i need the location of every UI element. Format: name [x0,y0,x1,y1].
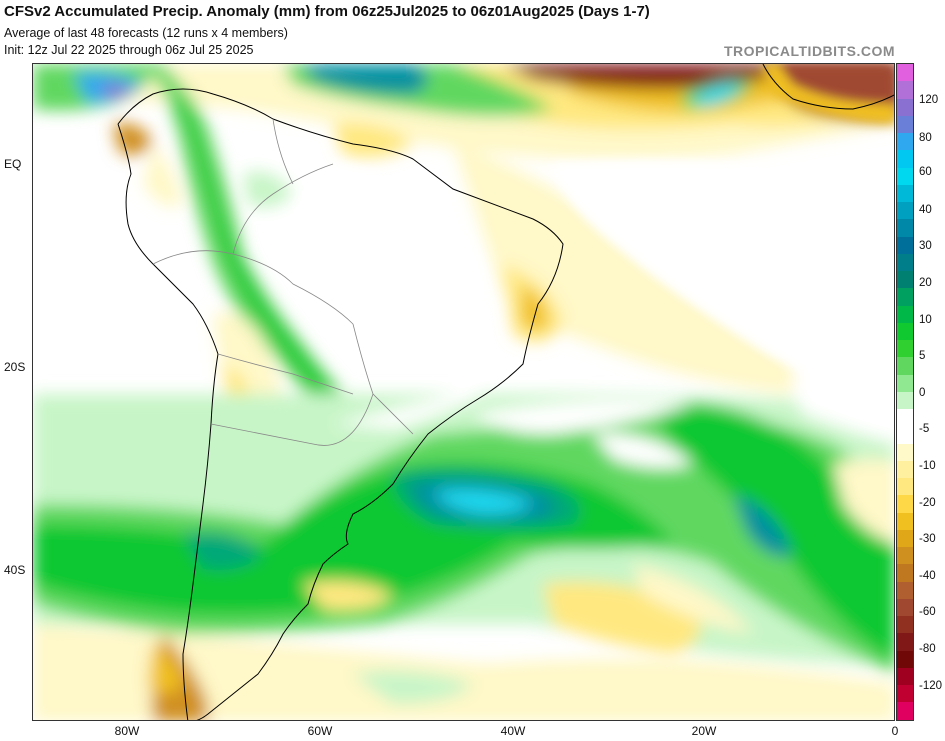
colorbar [896,63,914,721]
colorbar-swatch [897,564,913,582]
colorbar-label: -120 [919,680,943,692]
colorbar-swatch [897,64,913,82]
lon-label-20w: 20W [691,724,717,738]
colorbar-swatch [897,478,913,496]
anomaly-fill-layer [33,64,894,720]
chart-title: CFSv2 Accumulated Precip. Anomaly (mm) f… [4,3,650,20]
precip-anomaly-map [33,64,894,720]
colorbar-label: 40 [919,204,932,216]
map-panel [32,63,895,721]
colorbar-swatch [897,322,913,340]
colorbar-swatch [897,271,913,289]
colorbar-swatch [897,633,913,651]
colorbar-swatch [897,650,913,668]
colorbar-swatch [897,219,913,237]
colorbar-swatch [897,253,913,271]
colorbar-swatch [897,581,913,599]
colorbar-swatch [897,288,913,306]
lat-label-40s: 40S [4,563,26,577]
colorbar-swatch [897,512,913,530]
colorbar-label: 10 [919,314,932,326]
colorbar-label: -20 [919,497,936,509]
lon-label-80w: 80W [114,724,140,738]
colorbar-label: 20 [919,277,932,289]
africa-dry-layer [763,64,894,124]
colorbar-label: -30 [919,533,936,545]
colorbar-swatch [897,98,913,116]
colorbar-swatch [897,133,913,151]
colorbar-swatch [897,167,913,185]
lat-label-20s: 20S [4,360,26,374]
colorbar-swatch [897,616,913,634]
africa-coast [762,64,894,110]
colorbar-label: 30 [919,240,932,252]
colorbar-swatch [897,702,913,720]
lon-label-60w: 60W [307,724,333,738]
lon-label-0: 0 [891,724,899,738]
colorbar-label: 0 [919,387,926,399]
colorbar-swatch [897,409,913,427]
colorbar-swatch [897,202,913,220]
colorbar-swatch [897,547,913,565]
colorbar-swatch [897,443,913,461]
north-atlantic-white-layer [292,160,894,394]
colorbar-swatch [897,667,913,685]
colorbar-swatch [897,460,913,478]
coastline-layer [117,88,564,720]
colorbar-swatch [897,598,913,616]
colorbar-label: -10 [919,460,936,472]
colorbar-swatch [897,115,913,133]
colorbar-swatch [897,357,913,375]
colorbar-swatch [897,529,913,547]
colorbar-swatch [897,374,913,392]
chart-subtitle: Average of last 48 forecasts (12 runs x … [4,26,288,40]
colorbar-swatch [897,685,913,703]
colorbar-swatch [897,150,913,168]
colorbar-label: -5 [919,423,930,435]
colorbar-swatch [897,426,913,444]
init-time: Init: 12z Jul 22 2025 through 06z Jul 25… [4,43,254,57]
colorbar-label: 80 [919,132,932,144]
colorbar-label: 60 [919,166,932,178]
brand-watermark: TROPICALTIDBITS.COM [723,43,895,59]
colorbar-swatch [897,495,913,513]
lon-label-40w: 40W [500,724,526,738]
colorbar-label: 5 [919,350,926,362]
colorbar-label: -80 [919,643,936,655]
lat-label-eq: EQ [4,157,22,171]
colorbar-label: -40 [919,570,936,582]
colorbar-swatch [897,391,913,409]
colorbar-swatch [897,340,913,358]
colorbar-swatch [897,81,913,99]
colorbar-swatch [897,184,913,202]
colorbar-swatch [897,236,913,254]
colorbar-swatch [897,305,913,323]
colorbar-label: 120 [919,94,939,106]
colorbar-label: -60 [919,606,936,618]
